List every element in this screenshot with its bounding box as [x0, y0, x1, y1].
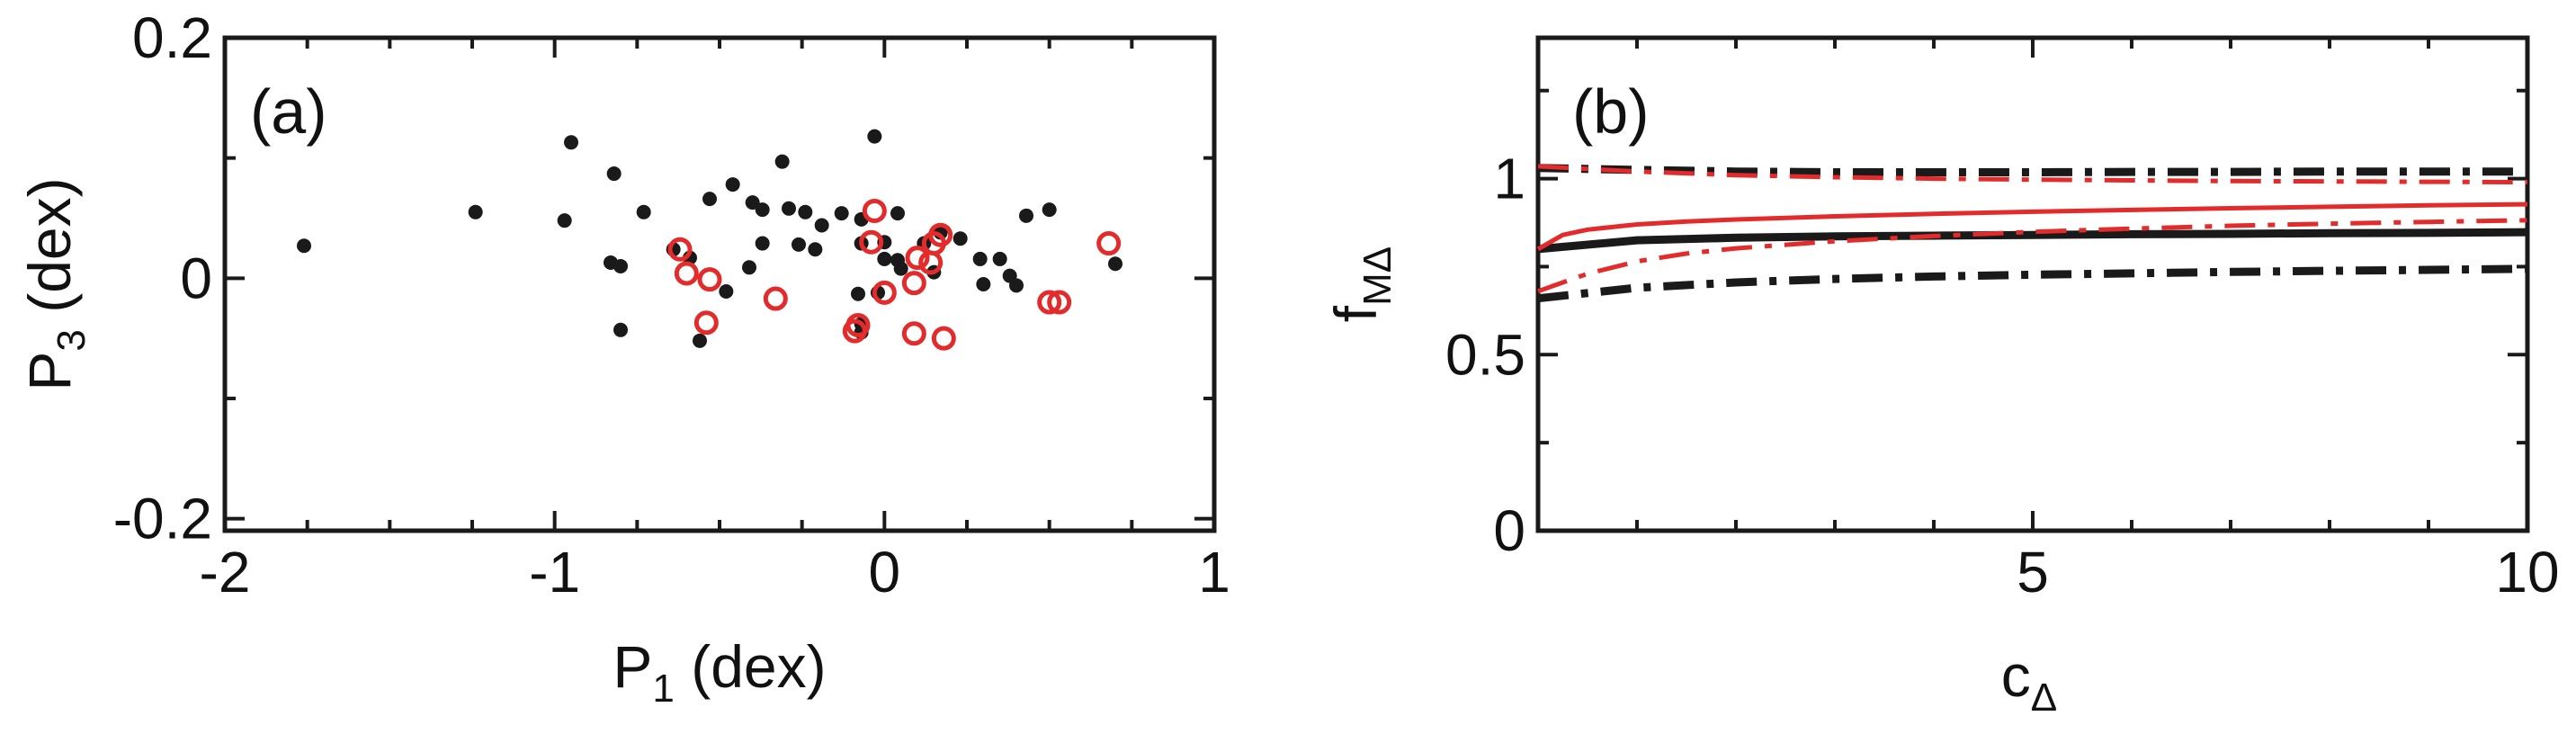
black-filled-point	[877, 251, 892, 266]
red-open-point	[862, 198, 887, 223]
x-tick-label: -2	[200, 540, 251, 604]
red-open-point	[693, 310, 719, 336]
y-axis-label-a: P3 (dex)	[16, 177, 94, 390]
red-open-point	[842, 318, 867, 344]
black-filled-point	[719, 284, 734, 300]
black-filled-point	[1108, 256, 1123, 272]
black-filled-point	[468, 204, 483, 219]
red-open-point	[905, 246, 930, 271]
red-open-point	[1096, 231, 1122, 256]
y-tick-label: 0	[1493, 498, 1525, 563]
red-solid-thin-line	[1536, 201, 2528, 252]
black-filled-point	[1009, 278, 1024, 293]
red-open-point	[1037, 290, 1062, 315]
x-tick-label: 5	[2017, 540, 2049, 604]
black-filled-point	[834, 206, 849, 221]
data-lines-b	[1536, 164, 2528, 303]
tick-marks-b	[1538, 38, 2529, 533]
red-open-point	[697, 267, 722, 292]
black-filled-point	[755, 202, 770, 218]
black-solid-thick-line	[1537, 228, 2528, 254]
red-open-point	[901, 271, 926, 296]
x-axis-label-a: P1 (dex)	[613, 633, 826, 711]
red-open-point	[928, 222, 953, 247]
x-axis-label-b: cΔ	[2001, 642, 2057, 720]
black-filled-point	[613, 258, 628, 273]
red-open-point	[901, 321, 926, 346]
black-filled-point	[557, 213, 572, 228]
panel-label-a: (a)	[250, 76, 327, 147]
y-tick-label: -0.2	[113, 487, 212, 551]
x-tick-label: -1	[529, 540, 580, 604]
red-open-point	[763, 286, 788, 311]
y-tick-label: 0.5	[1445, 322, 1525, 387]
line-panel-b: 5 10 0 0.5 1 (b) cΔ fMΔ	[1322, 35, 2560, 720]
black-dashdot-thick-line	[1537, 164, 2527, 176]
y-tick-label: 0.2	[132, 5, 212, 70]
black-filled-point	[606, 166, 622, 182]
black-filled-point	[297, 238, 311, 254]
black-filled-point	[613, 322, 628, 337]
black-filled-point	[867, 129, 882, 144]
black-filled-point	[742, 260, 756, 275]
black-filled-point	[693, 333, 707, 348]
black-filled-point	[564, 135, 578, 150]
black-filled-point	[636, 204, 651, 219]
y-tick-label: 0	[180, 246, 212, 310]
black-filled-point	[992, 251, 1007, 266]
x-tick-label: 10	[2495, 540, 2559, 604]
red-dashdot-thin-line	[1537, 164, 2528, 184]
red-open-point	[859, 229, 884, 255]
black-filled-point	[953, 231, 968, 246]
scatter-panel-a: -2 -1 0 1 -0.2 0 0.2 (a) P1 (dex) P3 (dex)	[16, 5, 1230, 711]
black-filled-point	[976, 277, 991, 291]
black-filled-point	[1019, 208, 1033, 223]
data-points-a	[297, 129, 1123, 351]
black-filled-point	[702, 192, 717, 207]
black-filled-point	[755, 236, 770, 251]
x-tick-label: 1	[1198, 540, 1230, 604]
red-open-point	[872, 280, 897, 305]
tick-labels-b: 5 10 0 0.5 1	[1445, 147, 2560, 604]
tick-marks-a	[223, 36, 1216, 531]
black-filled-point	[893, 261, 908, 276]
black-dashdot-thick-line	[1537, 264, 2528, 303]
y-axis-label-b: fMΔ	[1322, 246, 1400, 322]
black-filled-point	[725, 177, 740, 192]
panel-label-b: (b)	[1572, 76, 1650, 147]
x-tick-label: 0	[869, 540, 901, 604]
red-dashdot-thin-line	[1537, 218, 2528, 294]
black-filled-point	[774, 154, 790, 169]
black-filled-point	[808, 242, 823, 257]
black-filled-point	[1042, 202, 1057, 218]
red-open-point	[1047, 290, 1072, 315]
black-filled-point	[792, 237, 806, 252]
black-filled-point	[814, 218, 829, 233]
black-filled-point	[972, 251, 988, 266]
black-filled-point	[798, 204, 813, 219]
tick-labels-a: -2 -1 0 1 -0.2 0 0.2	[113, 5, 1230, 604]
black-filled-point	[851, 286, 865, 301]
black-filled-point	[782, 201, 796, 216]
red-open-point	[667, 237, 693, 262]
y-tick-label: 1	[1493, 147, 1525, 211]
black-filled-point	[745, 195, 760, 210]
red-open-point	[931, 326, 956, 351]
black-filled-point	[890, 206, 905, 221]
red-open-point	[674, 261, 699, 286]
